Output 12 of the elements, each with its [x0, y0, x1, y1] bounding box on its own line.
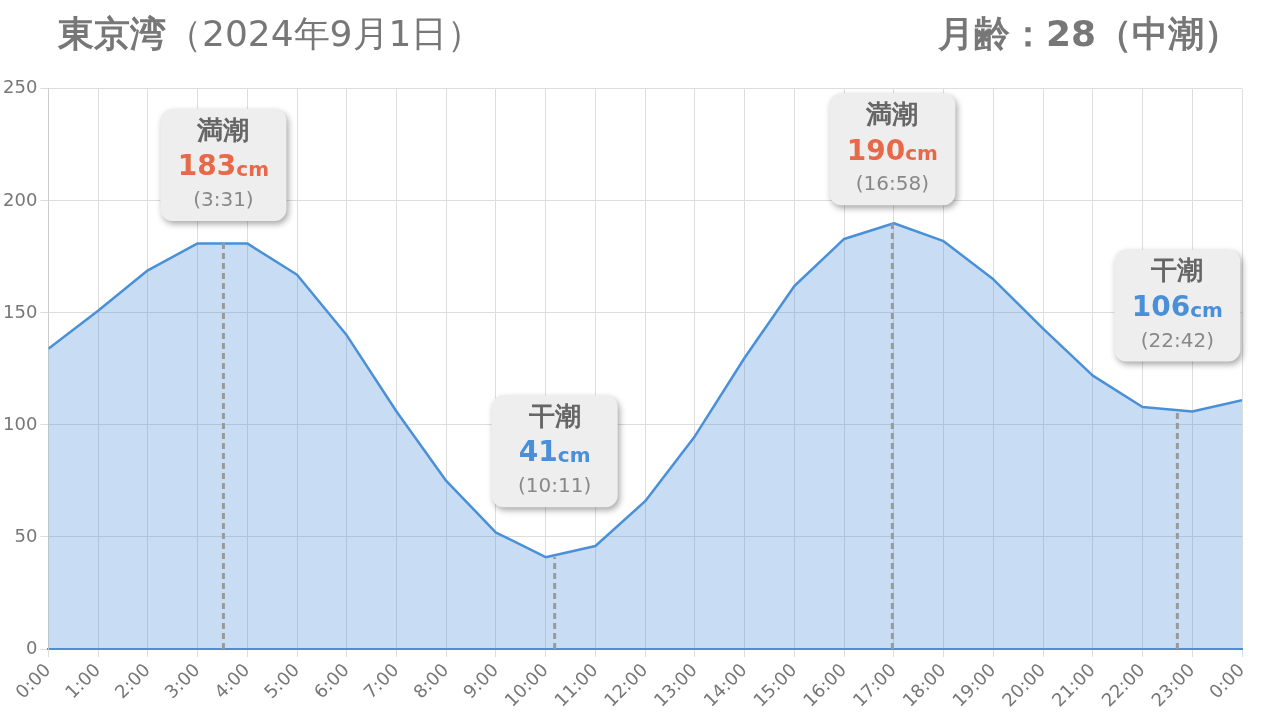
annotation: 満潮 183cm (3:31): [177, 114, 269, 212]
chart-title: 東京湾（2024年9月1日）: [58, 13, 484, 54]
chart-subtitle: 月齢：28（中潮）: [937, 12, 1240, 56]
y-tick-label: 150: [3, 300, 38, 322]
annotation: 満潮 190cm (16:58): [846, 99, 938, 196]
annotation: 干潮 106cm (22:42): [1131, 255, 1223, 352]
y-tick-label: 100: [3, 412, 38, 434]
y-tick-label: 200: [3, 188, 38, 210]
y-tick-label: 50: [14, 524, 38, 546]
y-tick-label: 0: [25, 636, 38, 658]
y-tick-label: 250: [3, 76, 38, 98]
annotation: 干潮 41cm (10:11): [518, 400, 592, 498]
